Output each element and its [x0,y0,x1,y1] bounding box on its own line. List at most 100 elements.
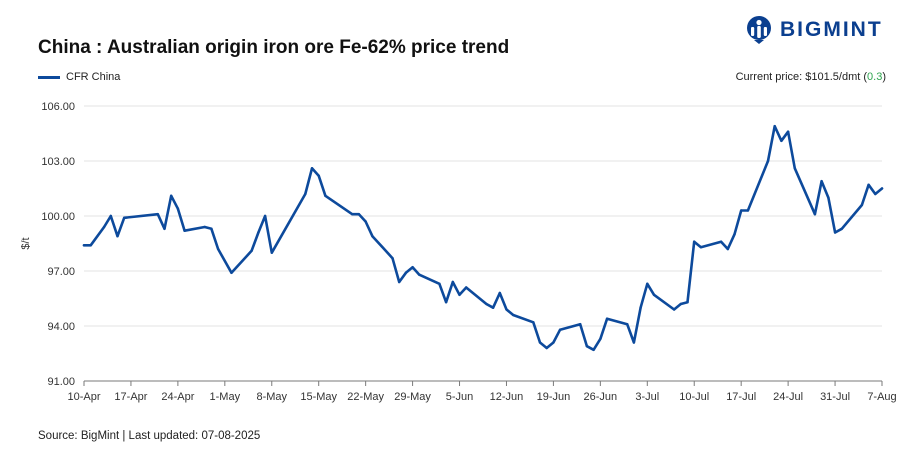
data-point [599,337,602,340]
x-tick-label: 22-May [347,391,384,403]
legend-label-cfr-china: CFR China [66,71,121,83]
data-point [538,341,542,344]
data-point [485,302,488,306]
data-point [827,196,830,199]
data-point [203,225,206,229]
y-tick-label: 94.00 [47,321,75,333]
data-point [116,235,119,238]
data-point [465,286,468,289]
data-point [176,207,180,210]
data-point [780,139,783,142]
x-tick-label: 26-Jun [584,391,618,403]
x-tick-label: 12-Jun [490,391,524,403]
x-tick-label: 3-Jul [635,391,659,403]
data-point [880,187,884,190]
y-tick-label: 106.00 [41,101,75,113]
data-point [592,348,595,351]
data-point [632,341,636,344]
data-point [686,301,689,304]
x-tick-label: 10-Apr [67,391,100,403]
data-point [585,345,589,348]
data-point [391,257,394,260]
current-price-change-close: ) [882,71,886,83]
data-point [672,308,676,311]
x-tick-label: 7-Aug [867,391,896,403]
data-point [317,174,320,177]
data-point [733,233,736,236]
data-point [109,214,113,218]
current-price-change: 0.3 [867,71,883,83]
chart-legend: CFR China [38,71,120,83]
data-point [558,328,562,331]
data-point [840,227,843,230]
current-price-label: Current price: $101.5/dmt [735,71,861,83]
data-point [82,244,86,247]
data-point [102,225,106,229]
data-point [512,313,515,317]
y-tick-label: 100.00 [41,211,75,223]
data-point [793,167,796,170]
x-tick-label: 17-Jul [726,391,756,403]
data-point [860,203,864,207]
data-point [699,246,703,249]
x-tick-label: 10-Jul [679,391,709,403]
data-point [874,192,877,196]
data-point [156,213,159,216]
data-point [820,180,823,183]
x-tick-label: 1-May [210,391,241,403]
data-point [579,323,582,326]
x-tick-label: 19-Jun [537,391,571,403]
data-point [813,213,817,216]
data-point [491,306,495,309]
data-point [357,213,361,216]
x-tick-label: 29-May [394,391,431,403]
data-point [364,220,367,223]
x-tick-label: 15-May [300,391,337,403]
data-point [833,231,837,234]
data-point [786,130,790,133]
data-point [438,282,441,285]
data-point [257,231,260,234]
data-point [505,308,508,311]
data-point [652,293,656,296]
data-point [89,244,92,247]
data-point [773,125,776,128]
data-point [250,249,253,252]
data-point [766,159,770,163]
data-point [230,271,233,274]
x-tick-label: 24-Apr [161,391,194,403]
data-point [646,282,649,285]
current-price: Current price: $101.5/dmt (0.3) [736,71,886,83]
y-axis-ticks: 91.00 94.00 97.00 100.00 103.00 106.00 [41,101,75,388]
y-tick-label: 91.00 [47,376,75,388]
data-point [740,209,743,212]
data-point [693,240,696,243]
data-point [626,323,629,326]
series-cfr-china [82,124,884,352]
x-axis: 10-Apr 17-Apr 24-Apr 1-May 8-May 15-May 22-May… [67,380,897,403]
chart-title: China : Australian origin iron ore Fe-62… [38,37,510,58]
y-tick-label: 103.00 [41,156,75,168]
current-price-change-open: ( [863,71,868,83]
data-point [746,209,750,212]
data-point [263,214,267,218]
data-point [719,240,723,243]
data-point [639,306,642,309]
data-point [404,271,408,274]
bigmint-logo-icon [747,16,771,44]
data-point [444,301,448,304]
y-tick-label: 97.00 [47,266,75,278]
x-tick-label: 17-Apr [114,391,147,403]
data-point [867,183,870,186]
x-tick-label: 8-May [256,391,287,403]
data-point [123,216,126,219]
x-tick-label: 24-Jul [773,391,803,403]
data-point [210,227,213,230]
gridlines [84,105,882,327]
brand-name: BIGMINT [780,18,883,41]
brand-logo: BIGMINT [746,14,883,46]
data-point [324,194,327,197]
data-point [398,280,401,284]
data-point [183,229,186,232]
